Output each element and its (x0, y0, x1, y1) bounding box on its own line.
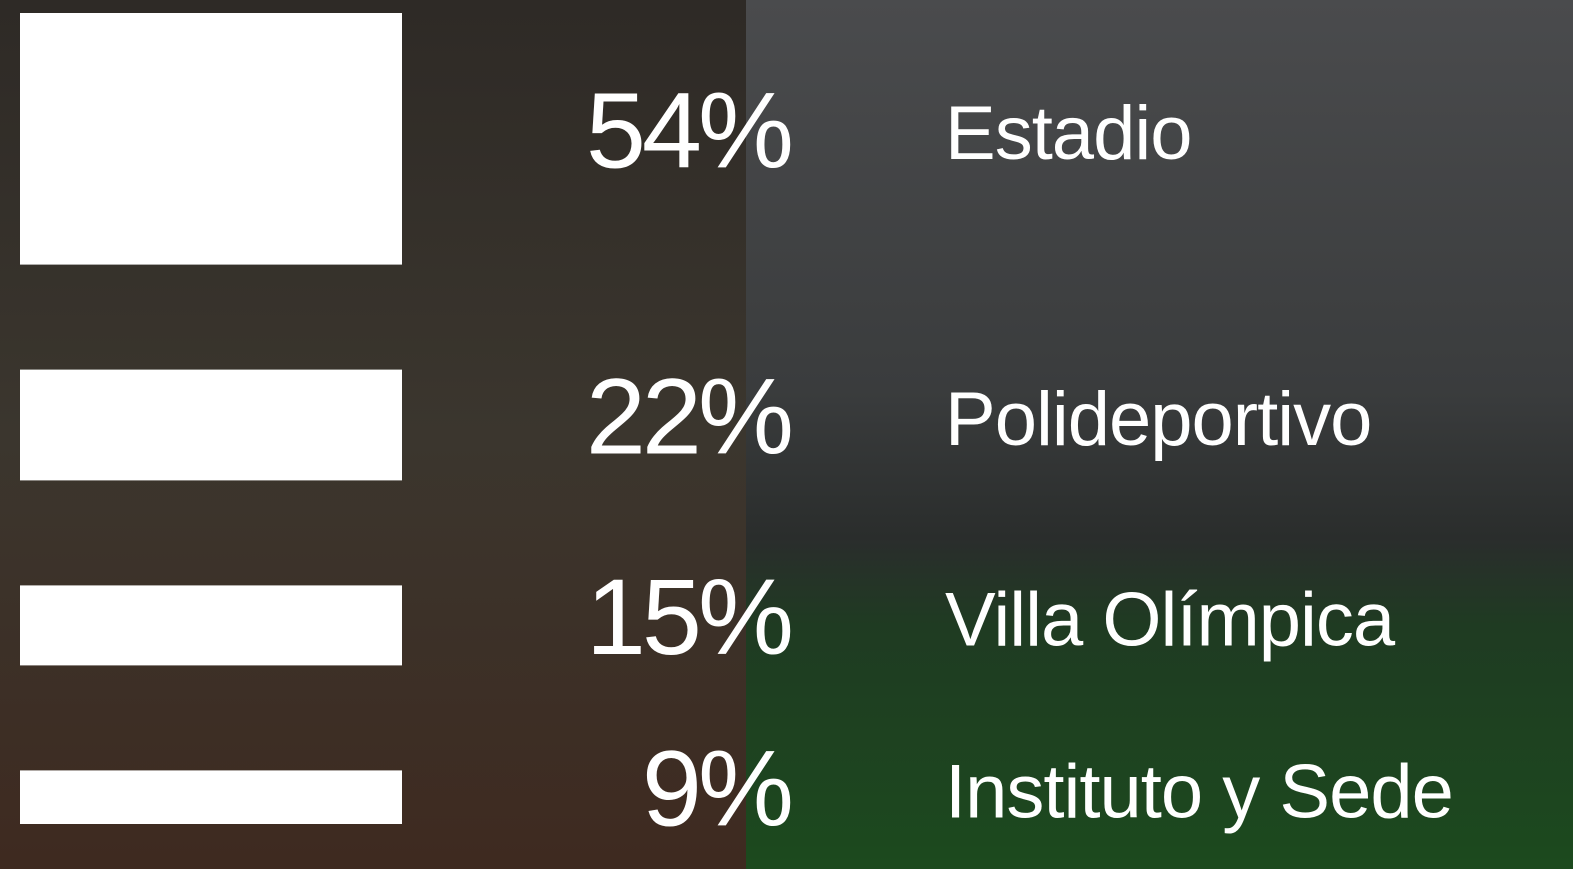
bar (20, 13, 402, 265)
category-label: Polideportivo (945, 377, 1371, 462)
category-label: Villa Olímpica (945, 577, 1396, 662)
value-label: 15% (586, 556, 791, 677)
background-photo-right (746, 0, 1573, 869)
value-label: 54% (586, 69, 791, 190)
value-label: 22% (586, 356, 791, 477)
value-label: 9% (642, 728, 791, 849)
bar (20, 369, 402, 481)
bar (20, 770, 402, 824)
category-label: Instituto y Sede (945, 749, 1453, 834)
category-label: Estadio (945, 91, 1192, 176)
bar (20, 585, 402, 666)
